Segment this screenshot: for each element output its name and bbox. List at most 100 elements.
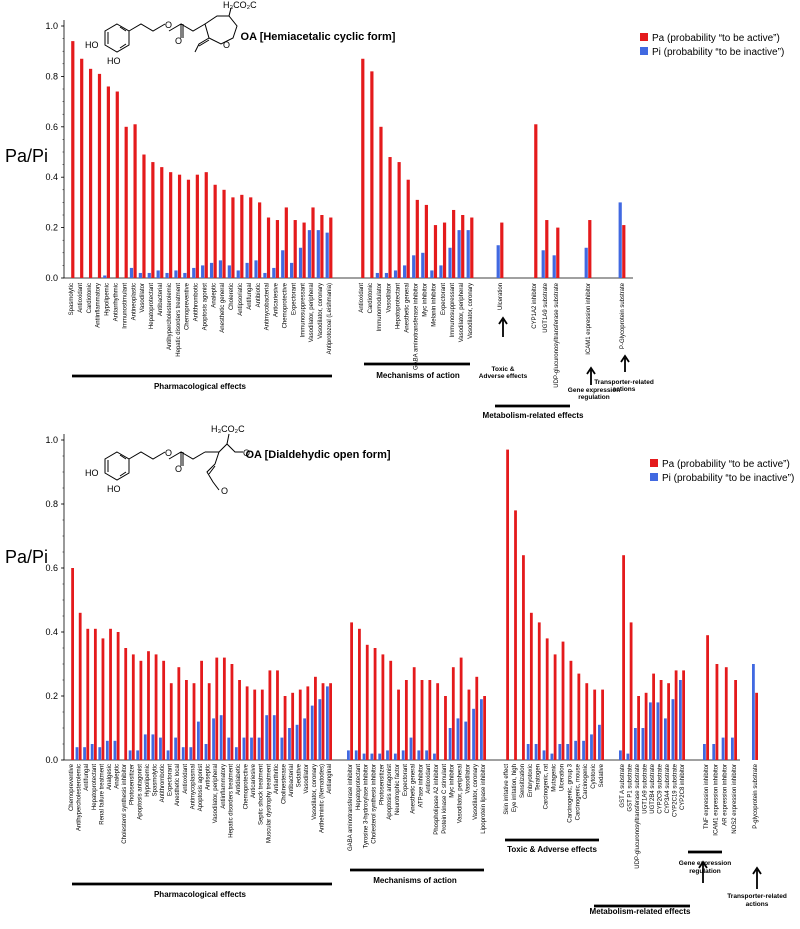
bar-pa [204,172,208,278]
category-label: Apoptosis agonist [198,764,204,812]
bar-pa [561,641,565,760]
category-label: Antifungal [84,764,90,791]
bar-pa [71,41,75,279]
group-label: Pharmacological effects [154,890,247,899]
bar-pa [169,683,173,760]
bar-pi [298,247,303,278]
bar-pa [186,179,191,278]
chart-title: OA [Dialdehydic open form] [245,449,390,461]
bar-pa [637,696,640,760]
bar-pa [483,696,486,760]
category-label: ICAM1 expression inhibitor [586,283,592,355]
bar-pi [147,272,151,278]
category-label: Antibacterial [158,283,164,316]
bar-pa [160,167,164,278]
category-label: CYP1A2 inhibitor [532,283,538,329]
bar-pa [124,648,128,760]
bar-pi [641,728,645,760]
pointer-arrow-head [752,866,762,875]
group-label-line: Adverse effects [479,373,528,380]
group-label-line: Transporter-related [594,379,654,386]
bar-pa [88,68,93,278]
bar-pa [420,680,424,760]
bar-pa [169,172,173,278]
y-tick-label: 0.4 [45,172,58,182]
bar-pi [393,270,398,278]
group-label-line: actions [746,901,769,908]
bar-pi [295,724,299,760]
legend-swatch-pa [650,459,658,467]
category-label: Vasodilator, peripheral [458,764,464,823]
bar-pa [230,664,234,760]
category-label: Carcinogenic, mouse [575,763,581,820]
category-label: Photosensitizer [379,764,385,805]
ethyl-chain [128,451,166,460]
bar-pi [143,734,147,760]
bar-pa [266,217,271,278]
category-label: Antioxidant [183,764,189,794]
bar-pi [634,728,637,760]
group-label: Toxic & Adverse effects [507,845,597,854]
category-label: Hepatic disorders treatment [228,764,234,838]
category-label: Antiinflammatory [96,283,102,328]
bar-pa [320,215,324,278]
category-label: Sedative [599,763,605,787]
legend-label-pi: Pi (probability “to be inactive”) [652,47,784,58]
bar-pi [534,744,538,760]
open-chain [205,443,243,453]
group-label: Metabolism-related effects [590,907,691,916]
bar-pi [234,747,238,760]
bar-pi [265,715,269,760]
bar-pa [268,670,272,760]
legend-swatch-pi [640,47,648,55]
ethyl-chain [128,23,166,32]
structure-atom-label: O [243,448,250,458]
group-label: Gene expression regulation [568,387,620,401]
bar-pa [147,651,150,760]
category-label: Antihypercholesterolemic [167,283,173,350]
bar-pi [393,753,397,760]
category-label: Antiseptic [206,764,212,790]
bar-pa [545,220,549,278]
category-label: Cholesterol synthesis inhibitor [371,764,377,844]
bar-pa [298,689,302,760]
bar-pa [569,660,573,760]
category-label: Expectorant [291,283,297,315]
bar-pa [177,174,182,278]
bar-pa [644,692,648,760]
bar-pi [550,753,554,760]
bar-pa [260,689,264,760]
category-label: Antimycoplasmal [190,764,196,809]
group-label: Metabolism-related effects [483,411,584,420]
bar-pa [162,660,166,760]
category-label: Chemopreventive [69,763,75,811]
bar-pa [585,683,589,760]
bar-pi [204,744,208,760]
bar-pi [129,267,134,278]
bar-pi [712,744,716,760]
bar-pi [417,750,421,760]
bar-pa [553,654,557,760]
bar-pa [529,612,533,760]
bar-pa [652,673,655,760]
category-label: Vasodilator, coronary [312,764,318,820]
y-tick-label: 0.6 [45,563,58,573]
y-tick-label: 0.6 [45,122,58,132]
bar-pa [588,220,592,278]
category-label: Analgesic [107,764,113,790]
y-tick-label: 0.0 [45,273,58,283]
bar-pa [350,622,353,760]
group-label: Gene expression regulation [679,860,731,875]
bar-pa [116,632,120,760]
category-label: Antibacterial [289,764,295,797]
category-label: Anesthetic general [411,764,417,814]
pointer-arrow-head [698,860,708,869]
category-label: Spasmolytic [152,764,158,796]
bar-pi [272,267,276,278]
bar-pa [365,644,369,760]
bar-pa [734,680,737,760]
bar-pa [222,657,226,760]
y-tick-label: 1.0 [45,435,58,445]
